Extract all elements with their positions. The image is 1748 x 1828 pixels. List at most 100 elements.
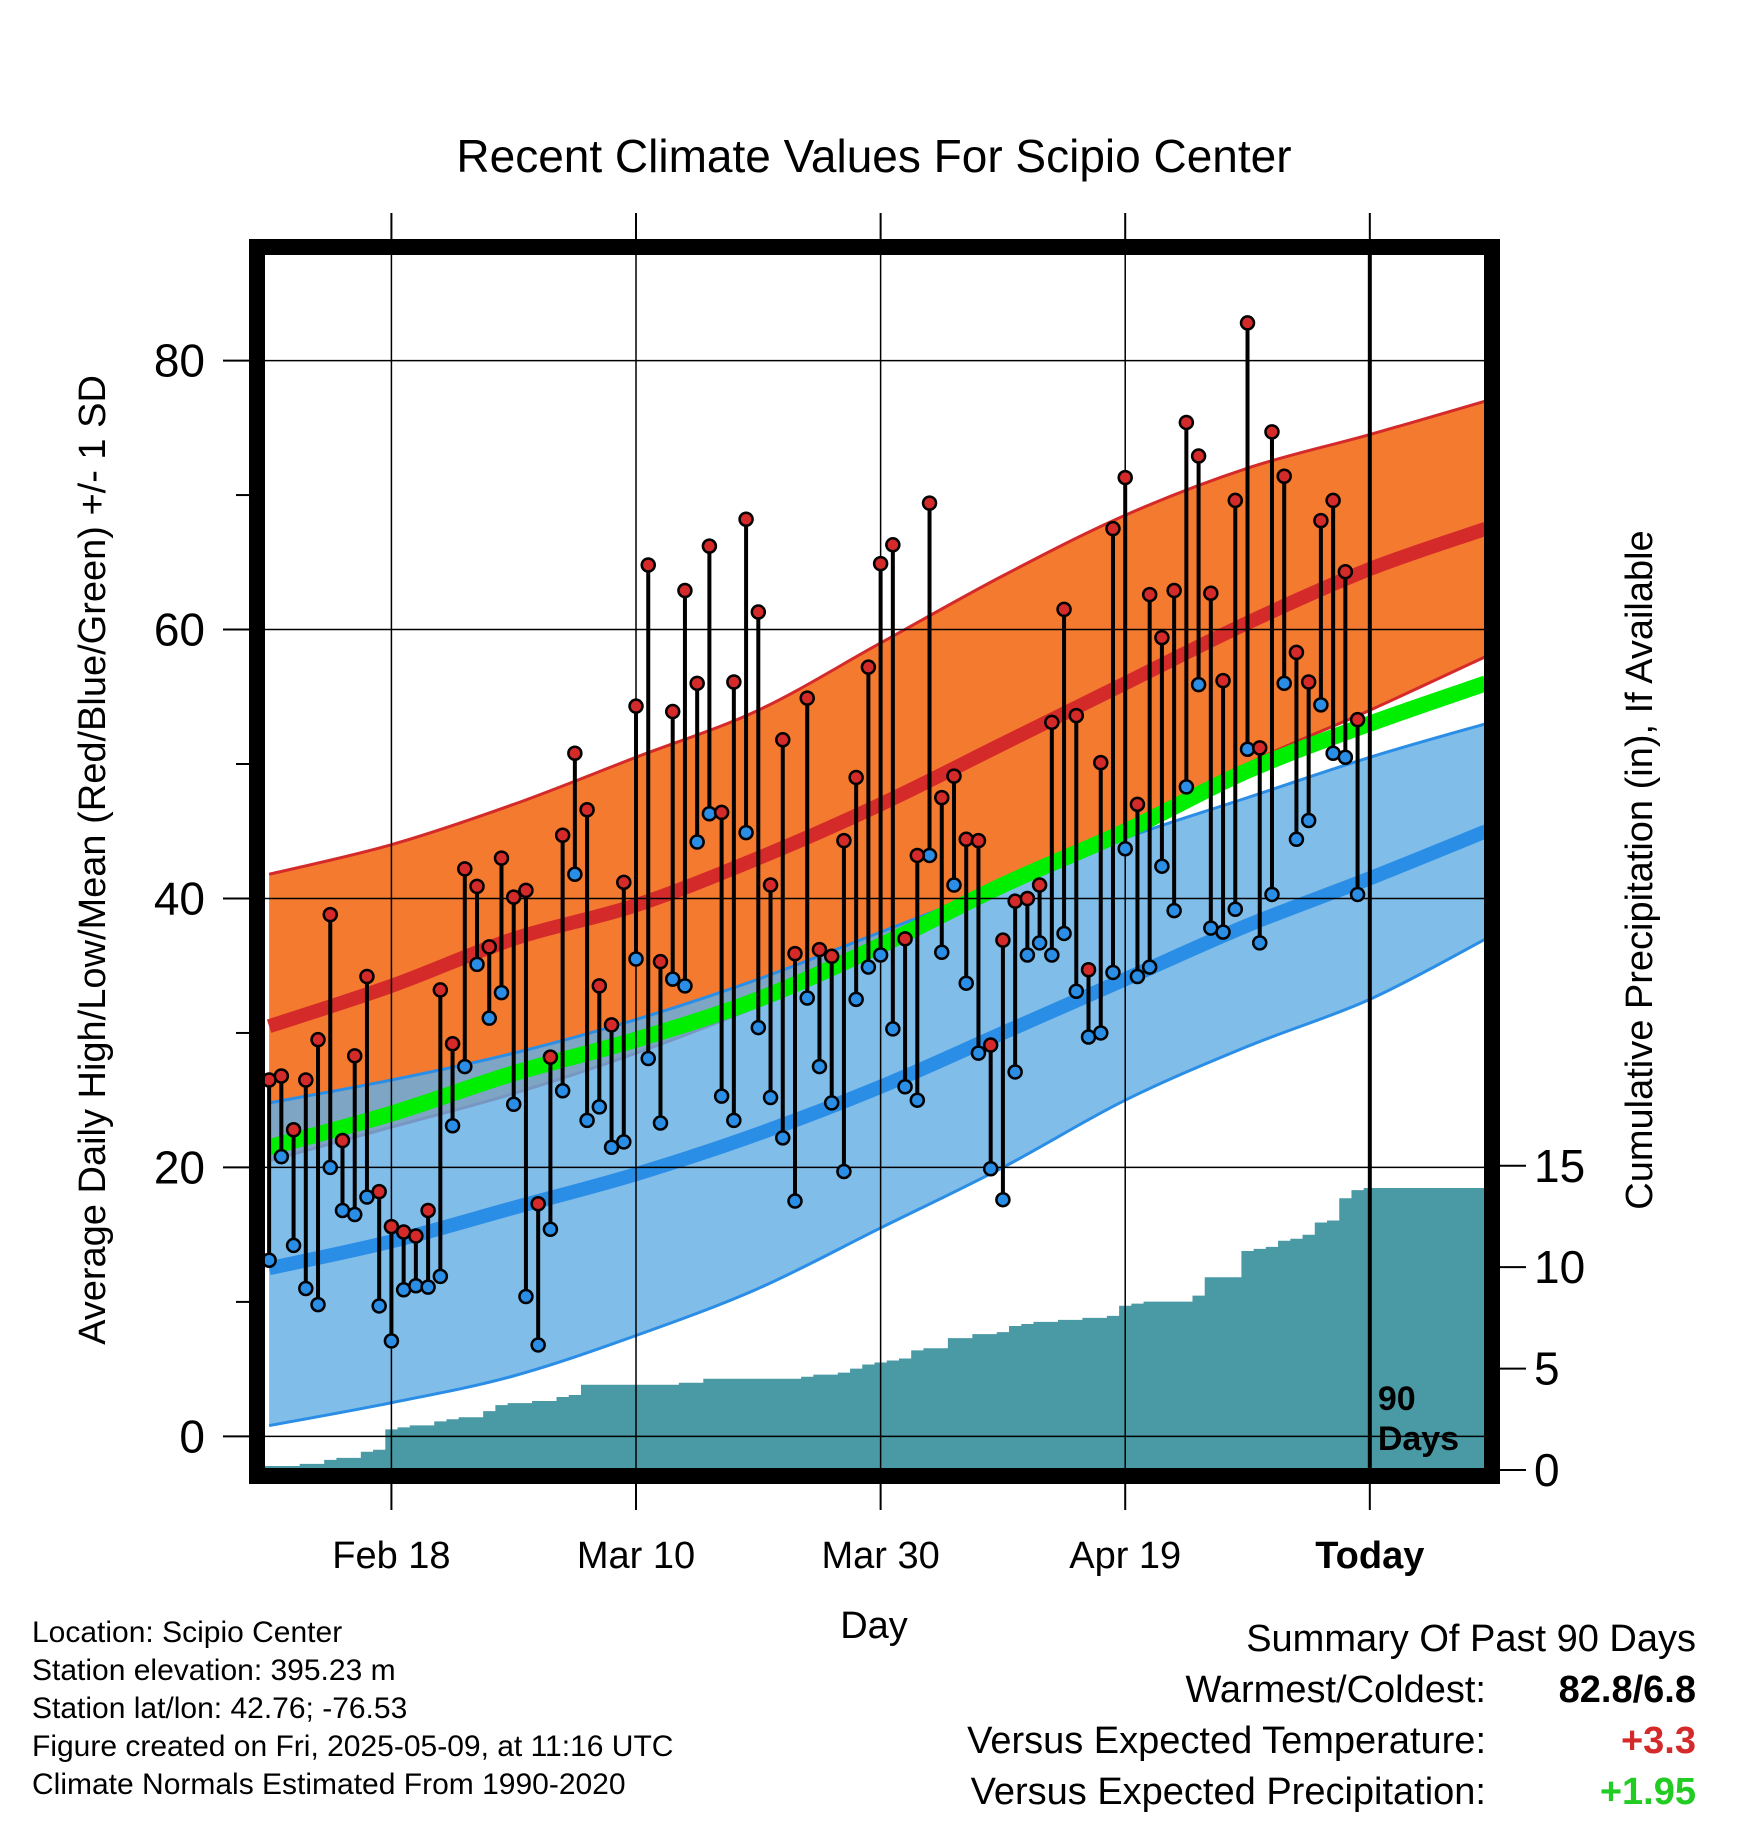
- daily-low-point: [359, 1189, 375, 1205]
- daily-low-point: [677, 978, 693, 994]
- today-days-number: 90: [1378, 1380, 1416, 1418]
- precip-departure-label: Versus Expected Precipitation:: [970, 1771, 1486, 1813]
- daily-high-point: [579, 801, 595, 818]
- daily-high-point: [432, 982, 449, 998]
- daily-low-point: [530, 1337, 546, 1353]
- daily-high-point: [885, 537, 901, 553]
- daily-high-point: [1313, 512, 1329, 529]
- daily-low-point: [505, 1096, 522, 1112]
- daily-low-point: [322, 1159, 339, 1176]
- daily-low-point: [628, 951, 644, 967]
- daily-low-point: [726, 1112, 742, 1129]
- daily-low-point: [885, 1021, 901, 1037]
- daily-high-point: [1129, 796, 1146, 813]
- daily-high-point: [726, 674, 742, 690]
- daily-high-point: [1325, 492, 1341, 509]
- daily-low-point: [1105, 964, 1121, 981]
- daily-high-point: [1215, 672, 1231, 689]
- daily-low-point: [1251, 935, 1268, 951]
- daily-low-point: [946, 877, 962, 893]
- daily-high-point: [1080, 962, 1097, 978]
- daily-high-point: [493, 850, 510, 866]
- warmest-coldest-value: 82.8/6.8: [1558, 1669, 1696, 1711]
- daily-low-point: [1276, 675, 1292, 692]
- daily-low-point: [652, 1115, 669, 1131]
- location-text: Location: Scipio Center: [32, 1616, 343, 1649]
- daily-high-point: [334, 1132, 351, 1149]
- x-tick-label: Mar 30: [821, 1535, 939, 1577]
- latlon-text: Station lat/lon: 42.76; -76.53: [32, 1692, 408, 1725]
- daily-low-point: [1337, 749, 1354, 766]
- daily-high-point: [505, 889, 522, 905]
- daily-low-point: [383, 1333, 400, 1349]
- daily-high-point: [322, 906, 339, 923]
- y2-axis-label: Cumulative Precipitation (in), If Availa…: [1619, 530, 1661, 1209]
- daily-high-point: [1117, 469, 1133, 486]
- daily-high-point: [603, 1017, 620, 1033]
- summary-heading: Summary Of Past 90 Days: [1246, 1618, 1696, 1660]
- summary-panel: Summary Of Past 90 Days Warmest/Coldest:…: [967, 1614, 1696, 1818]
- daily-low-point: [1178, 779, 1195, 795]
- daily-low-point: [567, 866, 583, 883]
- daily-low-point: [897, 1078, 913, 1095]
- daily-high-point: [628, 698, 644, 714]
- daily-high-point: [860, 659, 877, 675]
- daily-low-point: [995, 1191, 1011, 1208]
- daily-low-point: [799, 990, 815, 1006]
- daily-low-point: [1215, 924, 1231, 940]
- daily-low-point: [1019, 947, 1036, 963]
- daily-high-point: [1337, 563, 1354, 580]
- daily-low-point: [1313, 697, 1329, 713]
- warmest-coldest-label: Warmest/Coldest:: [1185, 1669, 1486, 1711]
- daily-high-point: [1093, 754, 1109, 771]
- daily-high-point: [481, 939, 498, 955]
- daily-high-point: [1276, 468, 1292, 484]
- daily-high-point: [970, 832, 987, 849]
- daily-low-point: [1129, 968, 1146, 985]
- daily-high-point: [1007, 893, 1023, 909]
- daily-high-point: [273, 1068, 290, 1084]
- temp-departure-value: +3.3: [1620, 1720, 1696, 1762]
- daily-high-point: [909, 847, 926, 864]
- plot-frame: [249, 239, 1500, 1484]
- daily-high-point: [1251, 740, 1268, 756]
- daily-high-point: [762, 877, 779, 893]
- daily-low-point: [1141, 959, 1158, 975]
- daily-low-point: [1166, 902, 1182, 919]
- daily-low-point: [285, 1237, 302, 1254]
- daily-low-point: [872, 947, 889, 963]
- daily-high-point: [1203, 585, 1219, 601]
- station-info: Location: Scipio Center Station elevatio…: [32, 1614, 673, 1804]
- daily-high-point: [946, 768, 962, 784]
- daily-high-point: [640, 557, 656, 573]
- daily-low-point: [1288, 831, 1305, 848]
- daily-high-point: [371, 1183, 387, 1200]
- temp-departure-label: Versus Expected Temperature:: [967, 1720, 1486, 1762]
- y-tick-label: 40: [154, 872, 205, 924]
- daily-high-point: [995, 932, 1011, 948]
- daily-high-point: [469, 878, 485, 895]
- daily-high-point: [1227, 492, 1244, 509]
- daily-high-point: [346, 1048, 363, 1064]
- daily-high-point: [1044, 714, 1060, 731]
- daily-high-point: [542, 1049, 559, 1065]
- daily-low-point: [775, 1130, 791, 1146]
- daily-high-point: [811, 941, 828, 958]
- y2-tick-label: 15: [1534, 1140, 1585, 1192]
- daily-high-point: [616, 874, 632, 891]
- daily-low-point: [591, 1099, 608, 1115]
- x-tick-label: Apr 19: [1069, 1535, 1181, 1577]
- daily-high-point: [1239, 315, 1256, 331]
- daily-low-point: [1031, 935, 1048, 951]
- daily-low-point: [1239, 741, 1256, 757]
- daily-low-point: [603, 1139, 620, 1156]
- daily-high-point: [444, 1035, 461, 1052]
- daily-low-point: [970, 1045, 987, 1061]
- y-tick-label: 20: [154, 1141, 205, 1193]
- daily-high-point: [1166, 582, 1182, 599]
- daily-low-point: [1264, 886, 1280, 903]
- daily-high-point: [713, 804, 730, 821]
- daily-high-point: [836, 832, 852, 849]
